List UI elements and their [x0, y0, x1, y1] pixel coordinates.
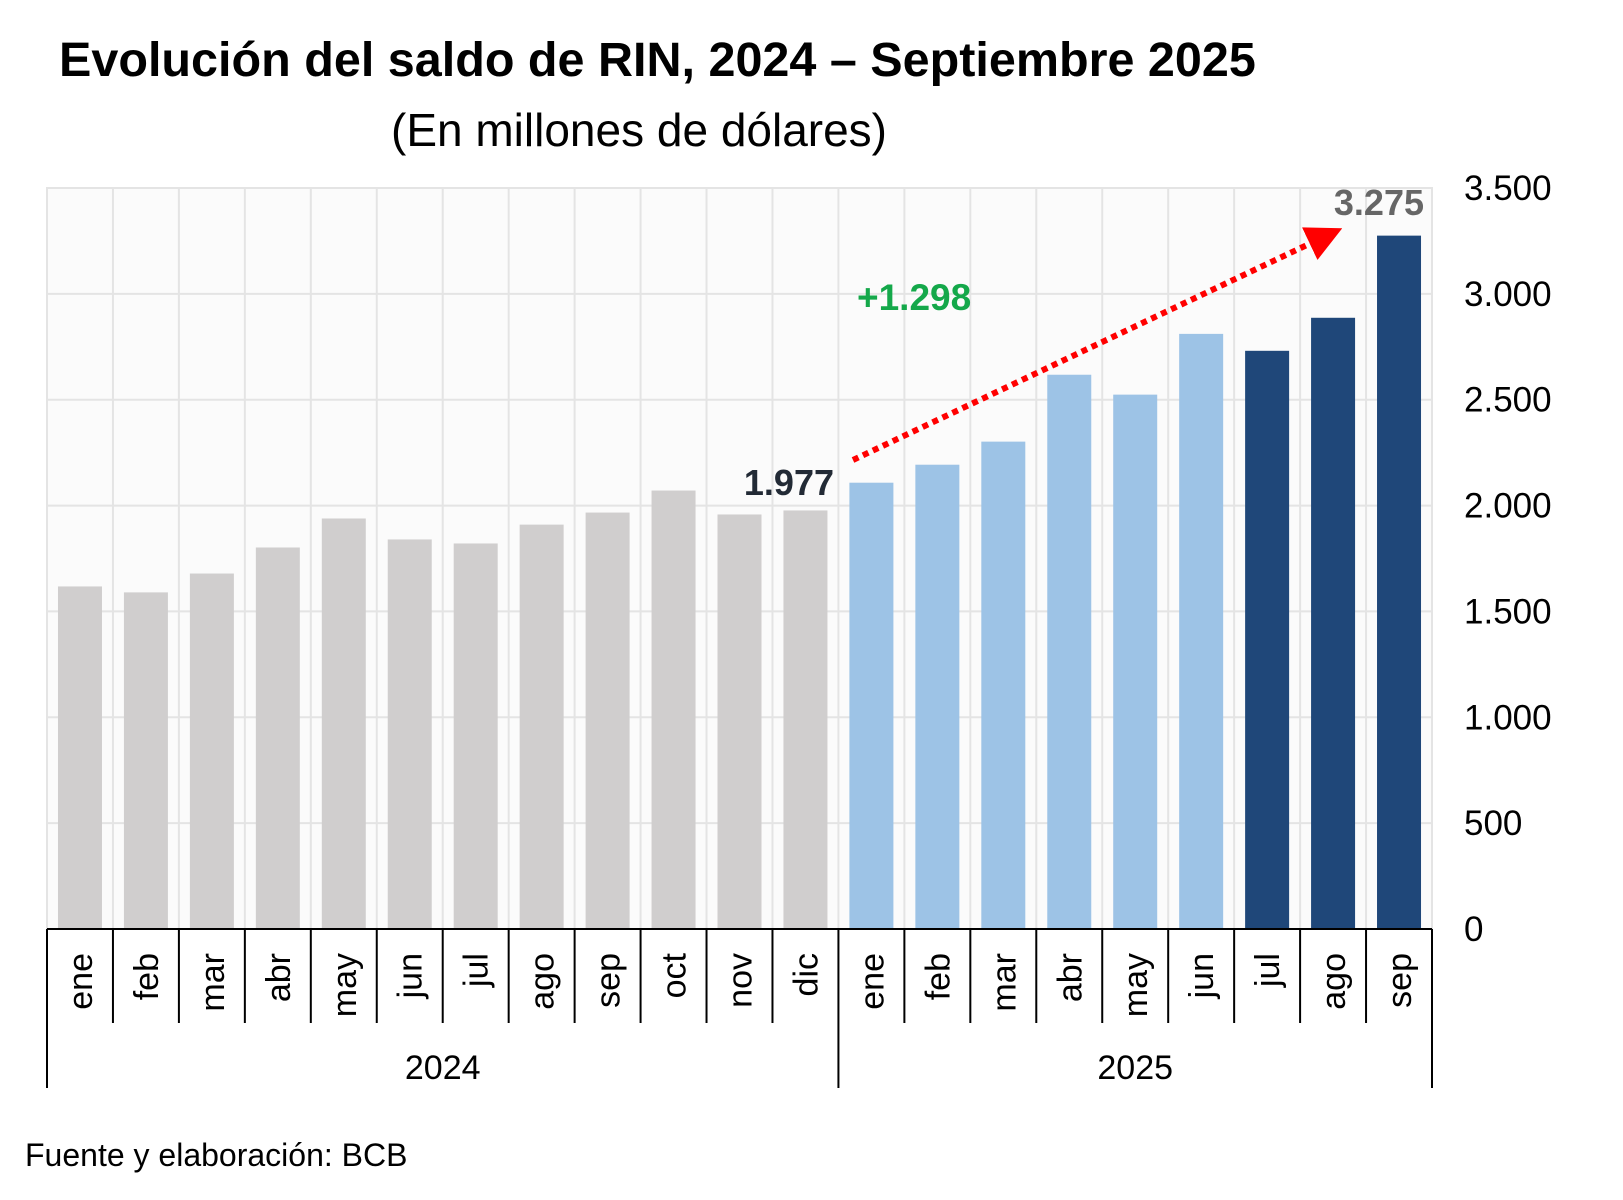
bar-jul-2024: [453, 543, 498, 929]
bar-mar-2025: [981, 441, 1026, 929]
bar-may-2025: [1113, 394, 1158, 929]
x-tick-label: ago: [1315, 953, 1353, 1010]
x-tick-label: jul: [458, 953, 496, 988]
x-tick-label: mar: [194, 953, 232, 1012]
y-tick-label: 0: [1464, 910, 1483, 949]
x-tick-label: dic: [787, 953, 825, 996]
change-label: +1.298: [857, 277, 971, 318]
bar-feb-2025: [915, 464, 960, 929]
x-tick-label: may: [1117, 953, 1155, 1017]
bar-abr-2024: [255, 547, 300, 929]
bar-jul-2025: [1245, 350, 1290, 929]
y-tick-label: 1.000: [1464, 698, 1552, 737]
bar-oct-2024: [651, 490, 696, 929]
bar-jun-2024: [387, 539, 432, 929]
y-tick-label: 2.500: [1464, 381, 1552, 420]
y-tick-label: 2.000: [1464, 487, 1552, 526]
y-tick-label: 1.500: [1464, 592, 1552, 631]
x-tick-label: ene: [853, 953, 891, 1010]
bar-sep-2024: [585, 512, 630, 929]
chart-title: Evolución del saldo de RIN, 2024 – Septi…: [59, 33, 1256, 87]
y-axis-ticks: 0 500 1.000 1.500 2.000 2.500 3.000 3.500: [1464, 169, 1552, 949]
x-tick-label: sep: [590, 953, 628, 1008]
source-note: Fuente y elaboración: BCB: [25, 1137, 408, 1173]
x-tick-label: sep: [1381, 953, 1419, 1008]
bar-ago-2025: [1311, 317, 1356, 929]
bar-sep-2025: [1377, 235, 1422, 929]
chart-subtitle: (En millones de dólares): [391, 104, 888, 156]
x-tick-label: ago: [524, 953, 562, 1010]
bar-dic-2024: [783, 510, 828, 929]
x-tick-label: feb: [128, 953, 166, 1000]
y-tick-label: 500: [1464, 804, 1522, 843]
x-tick-label: oct: [656, 952, 694, 998]
annotations: 1.977 3.275 +1.298: [744, 182, 1424, 503]
x-tick-label: abr: [260, 953, 298, 1002]
x-tick-label: jun: [1183, 953, 1221, 999]
bar-may-2024: [321, 518, 366, 929]
axes: [46, 928, 1433, 1088]
x-tick-label: may: [326, 953, 364, 1017]
x-tick-label: abr: [1051, 953, 1089, 1002]
bar-mar-2024: [189, 573, 234, 929]
bar-nov-2024: [717, 514, 762, 929]
bars: [57, 235, 1422, 929]
year-label: 2024: [405, 1049, 481, 1087]
bar-abr-2025: [1047, 374, 1092, 929]
x-tick-label: feb: [919, 953, 957, 1000]
bar-ago-2024: [519, 524, 564, 929]
x-axis-ticks: ene feb mar abr may jun jul ago sep oct nov dic ene f…: [62, 952, 1419, 1087]
bar-ene-2024: [57, 586, 102, 929]
year-label: 2025: [1097, 1049, 1173, 1087]
x-tick-label: jun: [392, 953, 430, 999]
x-tick-label: jul: [1249, 953, 1287, 988]
bar-feb-2024: [123, 592, 168, 929]
start-value-label: 1.977: [744, 462, 834, 503]
y-tick-label: 3.000: [1464, 275, 1552, 314]
x-tick-label: mar: [985, 953, 1023, 1012]
bar-ene-2025: [849, 482, 894, 929]
x-tick-label: nov: [722, 953, 760, 1008]
y-tick-label: 3.500: [1464, 169, 1552, 208]
x-tick-label: ene: [62, 953, 100, 1010]
bar-jun-2025: [1179, 333, 1224, 929]
end-value-label: 3.275: [1334, 182, 1424, 223]
